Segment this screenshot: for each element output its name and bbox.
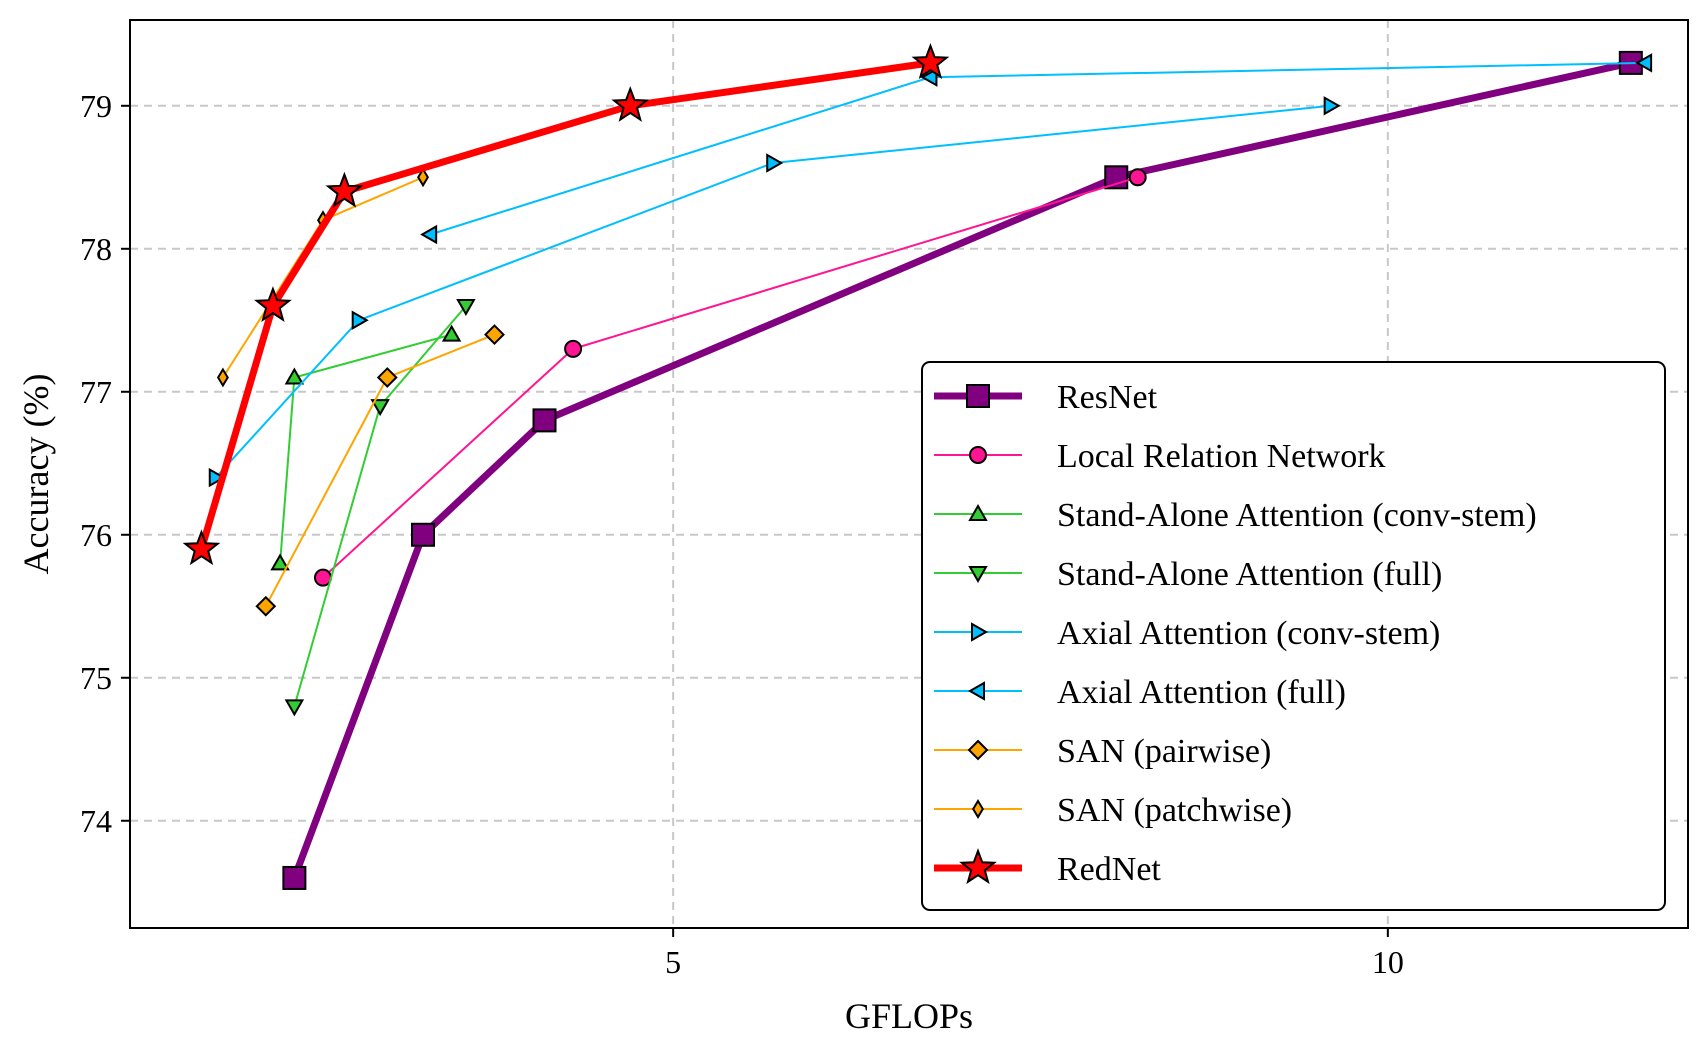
data-point-stand-alone-attention-conv-stem [441, 324, 462, 342]
data-point-axial-attention-conv-stem [766, 153, 784, 173]
series-rednet [182, 43, 950, 566]
x-axis-label: GFLOPs [845, 996, 973, 1036]
data-point-stand-alone-attention-full [370, 399, 390, 417]
legend: ResNet Local Relation Network Stand-Alone … [921, 361, 1666, 911]
legend-item-axial-attention-conv-stem: Axial Attention (conv-stem) [934, 615, 1440, 652]
legend-swatch-marker [968, 503, 988, 521]
axis-ticks: 5 10 74 75 76 77 78 79 [80, 88, 1404, 980]
legend-box [921, 361, 1666, 911]
series-line-axial-attention-conv-stem [214, 104, 1332, 479]
series-local-relation-network [313, 168, 1147, 587]
data-point-san-pairwise [376, 367, 398, 388]
legend-swatch-marker [959, 848, 997, 885]
data-point-axial-attention-conv-stem [1323, 96, 1341, 116]
legend-swatch-marker [969, 446, 987, 464]
data-point-san-patchwise [417, 167, 429, 188]
legend-item-axial-attention-full: Axial Attention (full) [934, 674, 1346, 711]
legend-item-resnet: ResNet [934, 379, 1158, 416]
legend-item-san-patchwise: SAN (patchwise) [934, 792, 1292, 829]
y-tick-label: 77 [80, 374, 112, 410]
legend-swatch-marker [968, 566, 988, 584]
series-axial-attention-full [420, 53, 1653, 245]
data-point-rednet [182, 529, 221, 566]
y-tick-label: 74 [80, 803, 112, 839]
data-point-axial-attention-conv-stem [351, 310, 369, 331]
data-point-rednet [611, 85, 650, 122]
data-point-rednet [325, 171, 364, 208]
data-point-stand-alone-attention-conv-stem [270, 553, 290, 571]
data-point-resnet [1104, 165, 1129, 190]
series-resnet [282, 50, 1643, 890]
legend-label: Axial Attention (full) [1057, 674, 1346, 711]
data-point-rednet [254, 286, 292, 323]
legend-label: SAN (pairwise) [1057, 733, 1271, 770]
data-point-san-pairwise [255, 595, 277, 617]
series-axial-attention-conv-stem [208, 96, 1341, 488]
legend-swatch-marker [966, 384, 990, 408]
series-stand-alone-attention-conv-stem [270, 324, 462, 571]
y-tick-label: 79 [80, 88, 112, 124]
legend-label: Axial Attention (conv-stem) [1057, 615, 1440, 652]
legend-label: Stand-Alone Attention (conv-stem) [1057, 497, 1537, 534]
legend-item-san-pairwise: SAN (pairwise) [934, 733, 1271, 770]
data-point-san-pairwise [484, 324, 505, 345]
data-point-local-relation-network [564, 339, 583, 358]
legend-item-rednet: RedNet [934, 848, 1161, 888]
data-point-rednet [911, 43, 950, 79]
data-point-resnet [411, 522, 436, 547]
plot-frame [129, 19, 1689, 929]
data-point-stand-alone-attention-conv-stem [284, 367, 305, 385]
legend-swatch-marker [972, 799, 984, 819]
data-point-axial-attention-full [920, 67, 938, 87]
y-tick-label: 75 [80, 660, 112, 696]
legend-item-stand-alone-attention-full: Stand-Alone Attention (full) [934, 556, 1442, 593]
data-point-san-patchwise [216, 367, 229, 388]
legend-label: RedNet [1057, 851, 1161, 888]
data-point-axial-attention-full [1635, 53, 1653, 73]
y-axis-label: Accuracy (%) [16, 374, 56, 575]
series-stand-alone-attention-full [284, 298, 476, 717]
legend-item-stand-alone-attention-conv-stem: Stand-Alone Attention (conv-stem) [934, 497, 1537, 534]
legend-label: SAN (patchwise) [1057, 792, 1292, 829]
series-layer [182, 43, 1653, 890]
data-point-stand-alone-attention-full [284, 699, 305, 717]
data-point-resnet [282, 865, 307, 890]
data-point-axial-attention-conv-stem [208, 467, 226, 488]
x-tick-label: 5 [665, 944, 681, 980]
legend-swatch-marker [967, 681, 985, 701]
data-point-local-relation-network [1128, 168, 1147, 187]
x-tick-label: 10 [1372, 944, 1404, 980]
data-point-axial-attention-full [420, 224, 438, 245]
legend-swatch-marker [967, 739, 989, 761]
legend-item-local-relation-network: Local Relation Network [934, 438, 1386, 475]
y-tick-label: 76 [80, 517, 112, 553]
series-san-pairwise [255, 324, 505, 617]
legend-label: Stand-Alone Attention (full) [1057, 556, 1442, 593]
legend-label: Local Relation Network [1057, 438, 1386, 475]
data-point-stand-alone-attention-full [456, 298, 476, 316]
data-point-resnet [532, 408, 557, 433]
legend-swatch-marker [971, 622, 989, 642]
y-tick-label: 78 [80, 231, 112, 267]
legend-label: ResNet [1057, 379, 1158, 416]
